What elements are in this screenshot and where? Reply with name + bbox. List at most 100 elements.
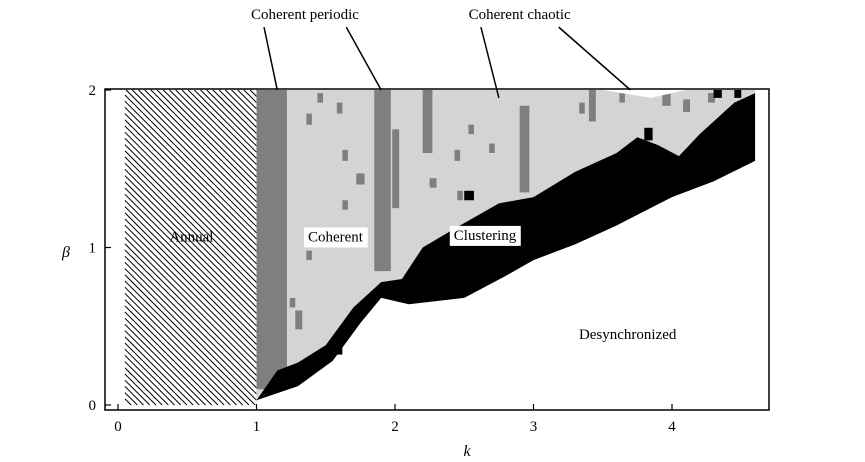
coherent-periodic-column	[662, 90, 671, 106]
coherent-periodic-patch	[306, 113, 312, 125]
coherent-periodic-patch	[708, 93, 715, 103]
hatch-line	[187, 89, 257, 159]
hatch-line	[206, 89, 257, 141]
plot-area	[105, 89, 769, 410]
hatch-line	[144, 89, 257, 203]
hatch-line	[193, 89, 257, 153]
x-tick-label: 3	[530, 419, 538, 435]
coherent-periodic-patch	[489, 143, 495, 153]
hatch-line	[200, 89, 257, 147]
coherent-periodic-column	[256, 90, 287, 390]
callout-pointer-line	[480, 26, 500, 99]
hatch-line	[162, 89, 257, 184]
hatch-line	[124, 107, 257, 240]
hatch-line	[237, 89, 257, 110]
hatch-line	[124, 224, 257, 358]
hatch-line	[124, 138, 257, 271]
hatch-line	[124, 373, 157, 406]
clustering-spot	[526, 231, 540, 248]
hatch-line	[124, 280, 250, 406]
coherent-periodic-patch	[356, 173, 365, 185]
x-axis-ticks: 0 1 2 3 4	[114, 404, 676, 435]
region-label-text: Clustering	[454, 228, 517, 244]
hatch-line	[124, 379, 151, 406]
hatch-line	[124, 386, 144, 406]
clustering-spot	[644, 127, 653, 141]
hatch-line	[138, 89, 257, 209]
region-labels: Annual Coherent Clustering Desynchronized	[169, 225, 677, 343]
region-label-text: Desynchronized	[579, 327, 677, 343]
hatch-line	[125, 89, 257, 221]
coherent-periodic-column	[374, 90, 391, 272]
hatch-line	[124, 311, 219, 406]
clustering-spot	[616, 159, 625, 169]
x-tick-label: 4	[668, 419, 676, 435]
hatch-line	[124, 274, 256, 406]
y-axis-ticks: 0 1 2	[89, 83, 111, 414]
x-axis-label: k	[463, 443, 471, 460]
hatch-line	[124, 317, 213, 406]
hatch-line	[150, 89, 257, 196]
hatch-line	[124, 212, 257, 345]
hatch-line	[124, 330, 200, 406]
hatch-line	[124, 119, 257, 252]
hatch-line	[124, 218, 257, 351]
region-label-desynchronized: Desynchronized	[579, 327, 677, 343]
hatch-line	[124, 305, 225, 406]
hatch-line	[124, 348, 182, 406]
callout-pointer-line	[263, 26, 279, 91]
coherent-periodic-layer	[256, 90, 715, 390]
y-axis-label: β	[61, 244, 70, 261]
coherent-periodic-patch	[619, 93, 625, 103]
region-label-annual: Annual	[169, 229, 213, 245]
clustering-spot	[332, 342, 343, 355]
callout-text: Coherent periodic	[251, 7, 359, 23]
clustering-region	[256, 93, 756, 401]
hatch-line	[124, 255, 257, 389]
hatch-line	[124, 187, 257, 320]
clustering-spots-layer	[332, 90, 742, 355]
coherent-periodic-patch	[317, 93, 323, 103]
callout-pointer-line	[558, 26, 631, 91]
hatch-line	[124, 342, 188, 406]
coherent-periodic-patch	[342, 200, 348, 210]
hatch-line	[212, 89, 257, 134]
hatch-line	[124, 144, 257, 277]
callout: Coherent chaotic	[469, 7, 631, 99]
coherent-periodic-patch	[342, 149, 348, 161]
region-label-clustering: Clustering	[449, 225, 521, 246]
hatch-line	[124, 156, 257, 289]
hatch-line	[169, 89, 257, 178]
hatch-line	[124, 175, 257, 308]
hatch-line	[124, 262, 257, 395]
hatch-line	[124, 268, 257, 401]
clustering-spot	[713, 90, 722, 98]
coherent-periodic-patch	[295, 310, 303, 330]
region-label-text: Coherent	[308, 229, 364, 245]
hatch-line	[124, 150, 257, 283]
hatch-line	[156, 89, 257, 190]
coherent-periodic-patch	[468, 124, 474, 135]
coherent-periodic-patch	[579, 102, 585, 114]
hatch-line	[124, 243, 257, 376]
hatch-line	[124, 162, 257, 296]
coherent-periodic-patch	[454, 149, 461, 161]
coherent-periodic-column	[519, 105, 530, 193]
hatch-line	[131, 89, 257, 215]
coherent-periodic-patch	[457, 190, 463, 201]
hatch-line	[124, 398, 132, 406]
annual-hatched-region	[124, 89, 257, 406]
hatch-line	[124, 336, 194, 406]
clustering-spot	[734, 90, 742, 98]
coherent-periodic-patch	[336, 102, 343, 114]
coherent-periodic-column	[392, 129, 400, 209]
region-label-background	[303, 227, 368, 248]
region-label-background	[449, 225, 521, 246]
region-label-text: Annual	[169, 229, 213, 245]
hatch-line	[249, 89, 257, 97]
clustering-spot	[541, 212, 552, 226]
hatch-line	[124, 293, 237, 406]
coherent-periodic-column	[588, 90, 596, 122]
hatch-line	[124, 355, 175, 406]
hatch-line	[218, 89, 257, 128]
